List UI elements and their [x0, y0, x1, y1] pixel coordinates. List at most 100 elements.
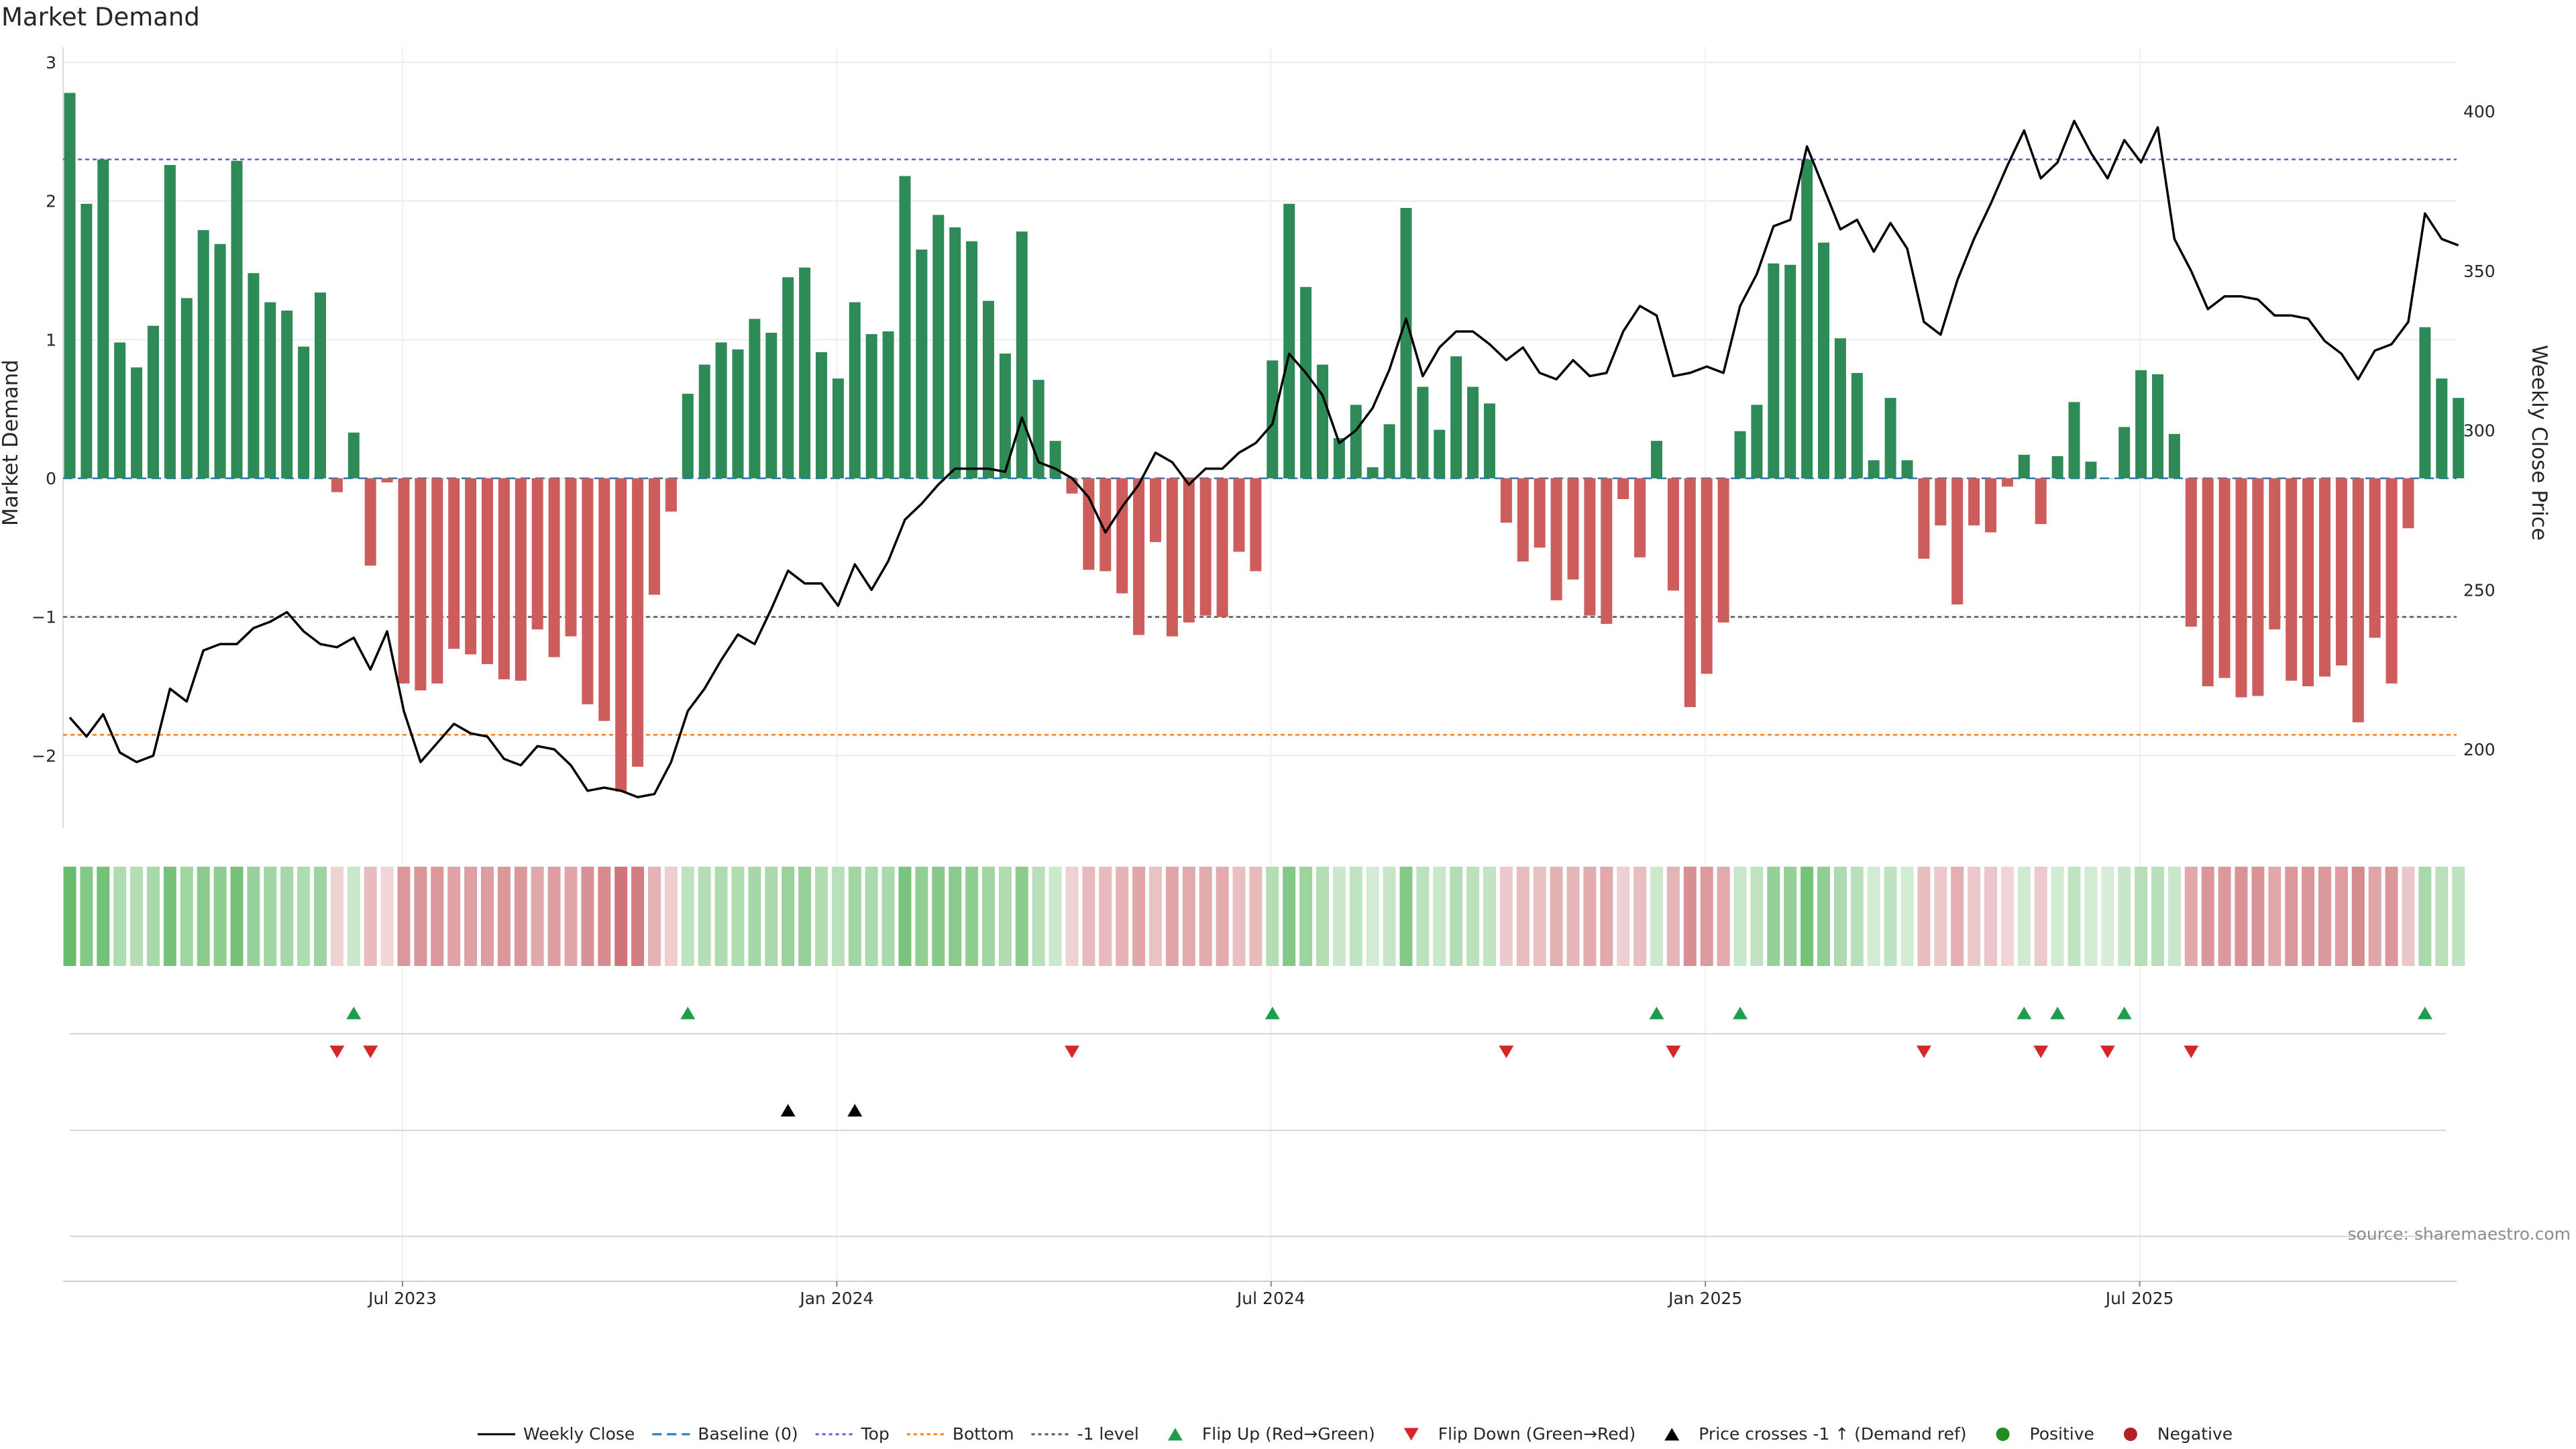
y2-tick-label: 300	[2463, 421, 2496, 441]
flip-down-marker	[1916, 1045, 1931, 1059]
strip-cell	[681, 867, 694, 966]
demand-bar	[1500, 478, 1512, 523]
y2-tick-label: 400	[2463, 102, 2496, 121]
demand-bar	[1383, 424, 1395, 478]
demand-bar	[1734, 431, 1746, 478]
demand-bar	[1918, 478, 1930, 559]
flip-up-marker	[680, 1006, 696, 1020]
legend-symbol	[1403, 1428, 1419, 1441]
strip-cell	[1833, 867, 1847, 966]
strip-cell	[932, 867, 945, 966]
legend: Weekly Close Baseline (0) Top Bottom -1 leve…	[478, 1424, 2233, 1444]
demand-bar	[2018, 454, 2030, 478]
x-tick-label: Jan 2025	[1667, 1289, 1742, 1308]
demand-bar	[882, 331, 894, 478]
legend-label: Flip Down (Green→Red)	[1438, 1424, 1636, 1444]
strip-cell	[782, 867, 795, 966]
x-tick-label: Jan 2024	[798, 1289, 873, 1308]
strip-cell	[2435, 867, 2449, 966]
y-tick-label: 3	[46, 53, 56, 72]
strip-cell	[1650, 867, 1663, 966]
strip-cell	[330, 867, 343, 966]
demand-bar	[598, 478, 610, 721]
legend-label: Weekly Close	[523, 1424, 635, 1444]
demand-bar	[214, 244, 226, 478]
strip-cell	[147, 867, 160, 966]
strip-cell	[1266, 867, 1279, 966]
y2-axis-label: Weekly Close Price	[2527, 345, 2551, 541]
demand-bar	[1066, 478, 1078, 494]
demand-bar	[2218, 478, 2231, 678]
demand-bar	[2369, 478, 2381, 638]
strip-cell	[1483, 867, 1496, 966]
demand-bar	[1834, 338, 1846, 478]
demand-bar	[2168, 433, 2180, 478]
strip-cell	[798, 867, 812, 966]
demand-bar	[1417, 386, 1429, 478]
demand-bar	[381, 478, 393, 483]
strip-cell	[547, 867, 561, 966]
strip-cell	[1283, 867, 1296, 966]
chart-title: Market Demand	[1, 3, 200, 32]
strip-cell	[2201, 867, 2214, 966]
demand-bar	[1300, 286, 1312, 478]
x-tick-label: Jul 2024	[1236, 1289, 1305, 1308]
demand-bar	[1667, 478, 1679, 591]
strip-cell	[2084, 867, 2098, 966]
demand-bar	[1717, 478, 1729, 623]
strip-cell	[2218, 867, 2231, 966]
demand-bar	[148, 325, 159, 478]
flip-up-marker	[346, 1006, 362, 1020]
strip-cell	[1015, 867, 1028, 966]
demand-bar	[248, 273, 260, 478]
demand-bar	[2302, 478, 2314, 686]
strip-cell	[297, 867, 311, 966]
strip-cell	[347, 867, 360, 966]
strip-cell	[748, 867, 761, 966]
strip-cell	[97, 867, 110, 966]
strip-cell	[230, 867, 244, 966]
demand-bar	[749, 319, 761, 478]
strip-cell	[1767, 867, 1780, 966]
strip-cell	[1316, 867, 1329, 966]
strip-cell	[397, 867, 411, 966]
strip-cell	[1867, 867, 1880, 966]
demand-bar	[281, 310, 293, 478]
strip-cell	[1784, 867, 1797, 966]
strip-cell	[1466, 867, 1480, 966]
strip-cell	[2000, 867, 2014, 966]
legend-label: -1 level	[1077, 1424, 1139, 1444]
demand-bar	[114, 342, 126, 478]
legend-label: Bottom	[953, 1424, 1014, 1444]
demand-bar	[1467, 386, 1479, 478]
demand-bar	[2051, 455, 2063, 478]
strip-cell	[247, 867, 260, 966]
strip-cell	[648, 867, 661, 966]
strip-cell	[414, 867, 427, 966]
strip-cell	[2351, 867, 2365, 966]
strip-cell	[2251, 867, 2265, 966]
demand-bar	[398, 478, 410, 684]
strip-cell	[581, 867, 594, 966]
flip-down-marker	[1499, 1045, 1514, 1059]
strip-cell	[1049, 867, 1062, 966]
legend-symbol	[1167, 1428, 1183, 1441]
demand-bar	[2269, 478, 2281, 630]
legend-label: Baseline (0)	[698, 1424, 798, 1444]
demand-bar	[782, 277, 794, 478]
demand-bar	[715, 342, 727, 478]
strip-cell	[564, 867, 578, 966]
demand-bar	[1434, 429, 1446, 478]
strip-cell	[1934, 867, 1947, 966]
demand-bar	[999, 354, 1011, 478]
strip-cell	[1450, 867, 1463, 966]
strip-cell	[1550, 867, 1563, 966]
demand-bar	[164, 164, 176, 478]
strip-cell	[280, 867, 294, 966]
strip-cell	[2167, 867, 2181, 966]
demand-bar	[2252, 478, 2264, 696]
demand-bar	[298, 346, 310, 478]
demand-bar	[2185, 478, 2197, 627]
strip-cell	[1383, 867, 1396, 966]
strip-cell	[714, 867, 728, 966]
